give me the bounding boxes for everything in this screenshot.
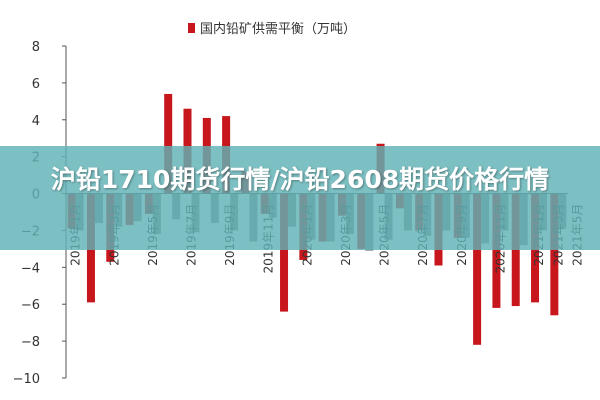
title-banner (0, 146, 600, 250)
legend-swatch-red (188, 23, 195, 33)
y-tick-label: 6 (32, 77, 40, 92)
bar-supply-demand (473, 193, 482, 345)
y-tick-label: −8 (21, 335, 40, 350)
legend-label: 国内铅矿供需平衡（万吨） (200, 21, 356, 37)
legend: 国内铅矿供需平衡（万吨） (188, 21, 356, 37)
y-tick-label: −4 (21, 261, 40, 276)
bar-supply-demand (550, 193, 559, 316)
banner-title: 沪铅1710期货行情/沪铅2608期货价格行情 (50, 165, 550, 194)
bar-supply-demand (164, 93, 173, 194)
bar-supply-demand (280, 193, 289, 312)
y-tick-label: −10 (13, 372, 40, 387)
y-tick-label: 8 (32, 40, 40, 55)
bar-supply-demand (492, 193, 501, 308)
y-tick-label: −6 (21, 298, 40, 313)
y-tick-label: 4 (32, 114, 40, 129)
